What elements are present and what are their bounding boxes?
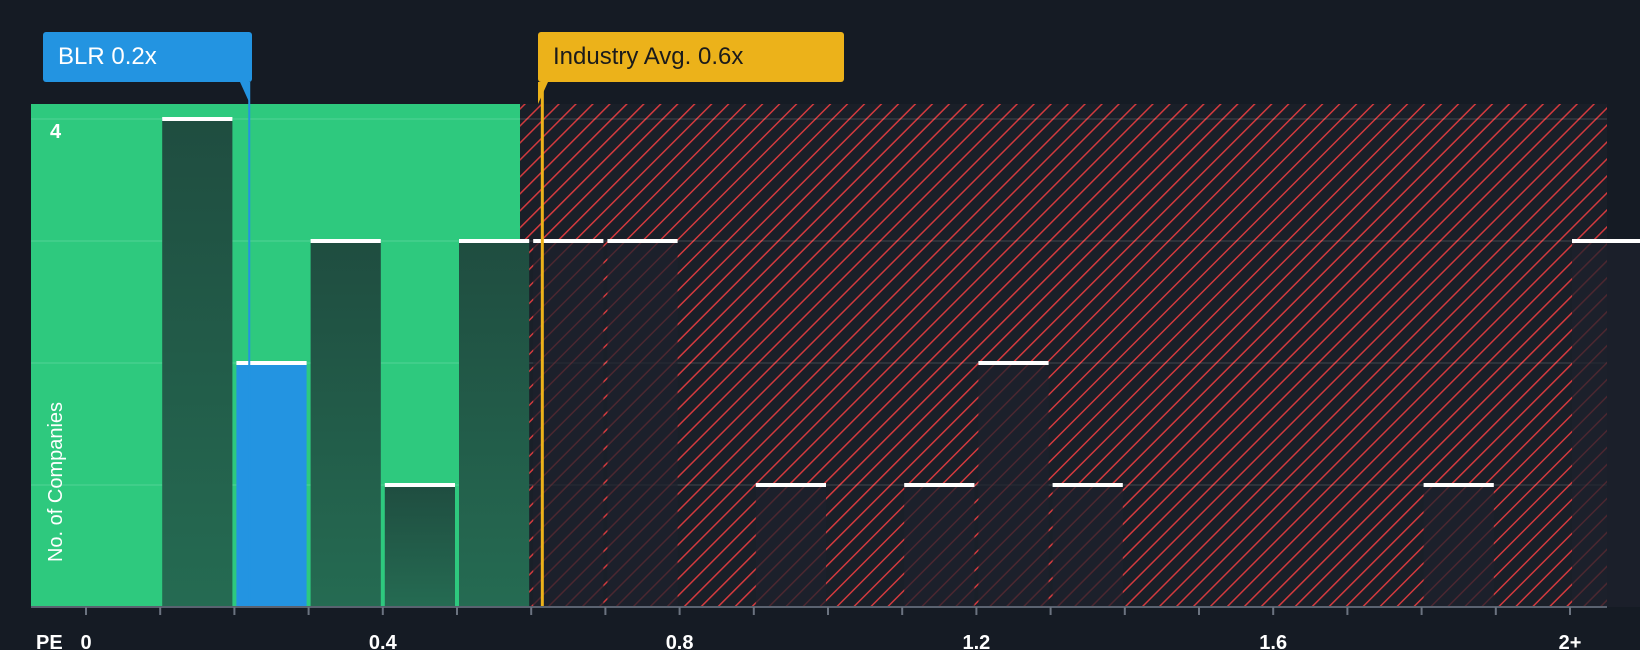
company-pe-label: BLR 0.2x [58,43,157,70]
histogram-bar-cap [162,117,233,121]
histogram-bar-cap [310,239,381,243]
histogram-bar-cap [904,483,975,487]
histogram-bar [533,241,604,607]
histogram-bar [384,485,455,607]
histogram-bar [904,485,975,607]
histogram-bar-cap [1572,239,1640,243]
company-callout-pointer [240,82,250,104]
x-tick-label: 0 [80,632,91,650]
histogram-bar [978,363,1049,607]
histogram-bar [162,119,233,607]
company-pe-callout: BLR 0.2x [43,32,252,82]
histogram-bar [1052,485,1123,607]
histogram-bar-cap [533,239,604,243]
histogram-bar-cap [1423,483,1494,487]
y-tick-label: 4 [50,121,62,143]
histogram-bar [607,241,678,607]
industry-avg-label: Industry Avg. 0.6x [553,43,744,70]
x-tick-label: 2+ [1559,632,1582,650]
histogram-bar [755,485,826,607]
histogram-bar [310,241,381,607]
histogram-bar [1423,485,1494,607]
histogram-bar-cap [607,239,678,243]
histogram-bar-highlight [236,363,307,607]
x-tick-label: 1.6 [1259,632,1287,650]
x-tick-label: 0.8 [666,632,694,650]
x-tick-label: 0.4 [369,632,398,650]
x-axis-label: PE [36,632,63,650]
y-axis-label: No. of Companies [45,402,67,562]
histogram-bar-cap [1052,483,1123,487]
histogram-bar-cap [236,361,307,365]
industry-callout-pointer [538,82,548,104]
industry-avg-callout: Industry Avg. 0.6x [538,32,844,82]
histogram-bar-cap [459,239,530,243]
x-tick-label: 1.2 [962,632,990,650]
histogram-bar-cap [384,483,455,487]
histogram-bar-cap [755,483,826,487]
histogram-bar-cap [978,361,1049,365]
histogram-bar [1572,241,1640,607]
histogram-bar [459,241,530,607]
